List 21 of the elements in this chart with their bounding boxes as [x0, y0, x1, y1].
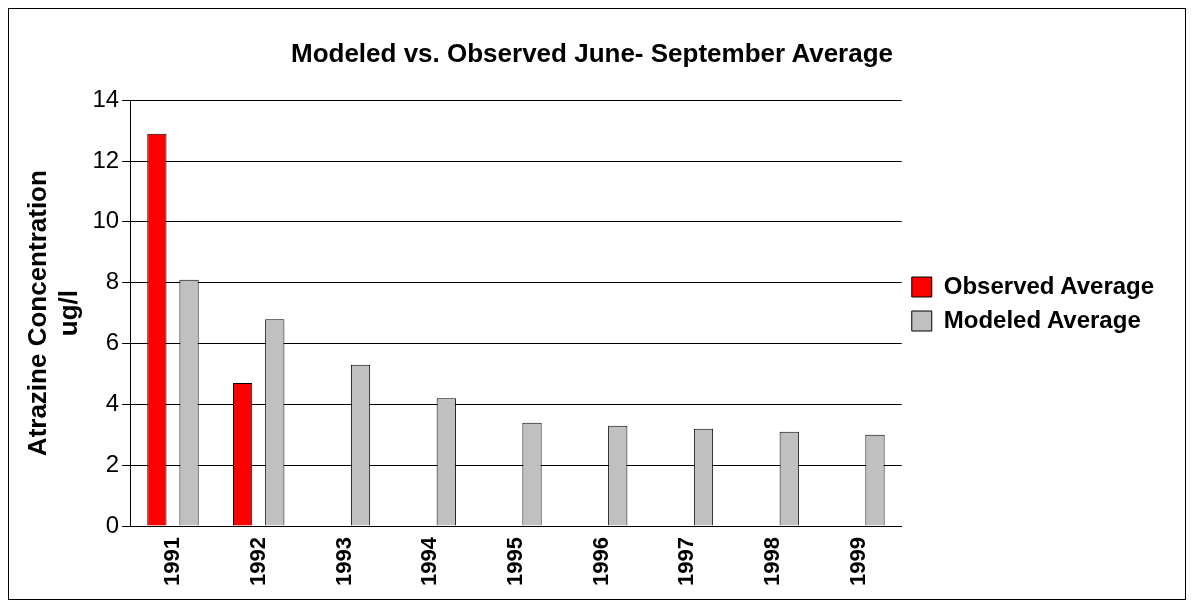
x-tick-label: 1998: [759, 537, 785, 587]
y-axis-title: Atrazine Concentration ug/l: [21, 170, 83, 457]
y-tick-label: 4: [105, 389, 120, 417]
x-tick-label: 1991: [159, 537, 185, 587]
chart-title: Modeled vs. Observed June- September Average: [290, 37, 894, 68]
x-tick-label: 1994: [416, 536, 442, 587]
legend-label: Observed Average: [943, 271, 1155, 299]
y-tick-label: 12: [92, 145, 120, 173]
x-tick-label: 1996: [587, 537, 613, 587]
legend-label: Modeled Average: [943, 305, 1141, 333]
y-tick-label: 10: [92, 206, 120, 234]
y-tick-label: 0: [105, 510, 120, 538]
y-tick-label: 6: [105, 328, 120, 356]
x-tick-label: 1997: [673, 537, 699, 587]
x-tick-label: 1993: [330, 537, 356, 587]
y-tick-label: 8: [105, 267, 120, 295]
x-tick-label: 1992: [244, 537, 270, 587]
x-tick-label: 1995: [502, 537, 527, 587]
y-tick-label: 2: [105, 449, 120, 477]
y-tick-label: 14: [92, 84, 120, 112]
x-tick-label: 1999: [844, 537, 870, 587]
